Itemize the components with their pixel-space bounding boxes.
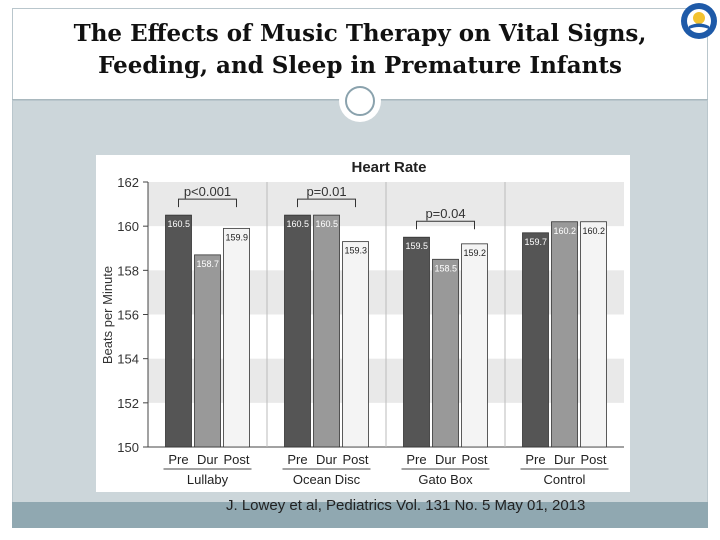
bar-value-label: 159.3 [345,246,368,256]
y-tick-label: 154 [117,352,139,367]
bar [403,236,430,448]
bar [223,227,250,448]
x-tick-label: Pre [168,452,188,467]
y-tick-label: 156 [117,308,139,323]
title-line-2: Feeding, and Sleep in Premature Infants [98,52,622,79]
y-tick-label: 162 [117,175,139,190]
title-line-1: The Effects of Music Therapy on Vital Si… [73,20,647,47]
y-tick-label: 152 [117,396,139,411]
slide-title: The Effects of Music Therapy on Vital Si… [12,18,708,82]
bar [313,214,340,448]
bar-value-label: 158.5 [435,263,458,273]
chart-title: Heart Rate [351,159,426,176]
bar [580,221,607,448]
bar-value-label: 159.9 [226,232,249,242]
p-value-label: p<0.001 [184,184,231,199]
x-tick-label: Pre [287,452,307,467]
y-tick-label: 158 [117,263,139,278]
y-axis-label: Beats per Minute [100,266,115,364]
y-tick-label: 150 [117,440,139,455]
significance-bracket [178,198,237,208]
significance-bracket [297,198,356,208]
bar [342,241,369,448]
x-tick-label: Dur [197,452,219,467]
bar-value-label: 160.5 [287,219,310,229]
bar-value-label: 159.5 [406,241,429,251]
bar [551,221,578,448]
bar-value-label: 160.5 [316,219,339,229]
bar [194,254,221,448]
bar-value-label: 160.2 [583,226,606,236]
university-seal-icon [681,3,717,39]
x-tick-label: Dur [435,452,457,467]
x-tick-label: Post [342,452,368,467]
bar-value-label: 159.7 [525,237,548,247]
y-tick-label: 160 [117,219,139,234]
circle-ornament-icon [339,80,381,122]
footer-band [12,502,708,528]
bar [432,258,459,448]
bar-value-label: 158.7 [197,259,220,269]
citation: J. Lowey et al, Pediatrics Vol. 131 No. … [226,497,586,514]
group-label: Ocean Disc [293,472,361,487]
x-tick-label: Dur [316,452,338,467]
x-tick-label: Pre [525,452,545,467]
bar [284,214,311,448]
x-tick-label: Pre [406,452,426,467]
bar-value-label: 159.2 [464,248,487,258]
bar [165,214,192,448]
x-tick-label: Post [580,452,606,467]
p-value-label: p=0.04 [425,206,465,221]
significance-bracket [416,220,475,230]
x-tick-label: Dur [554,452,576,467]
x-tick-label: Post [461,452,487,467]
p-value-label: p=0.01 [306,184,346,199]
bar [522,232,549,448]
x-tick-label: Post [223,452,249,467]
bar-value-label: 160.2 [554,226,577,236]
group-label: Gato Box [418,472,473,487]
group-label: Lullaby [187,472,229,487]
group-label: Control [544,472,586,487]
bar [461,243,488,448]
heart-rate-chart: Heart Rate Beats per Minute 150 152 154 156… [96,155,630,492]
bar-value-label: 160.5 [168,219,191,229]
